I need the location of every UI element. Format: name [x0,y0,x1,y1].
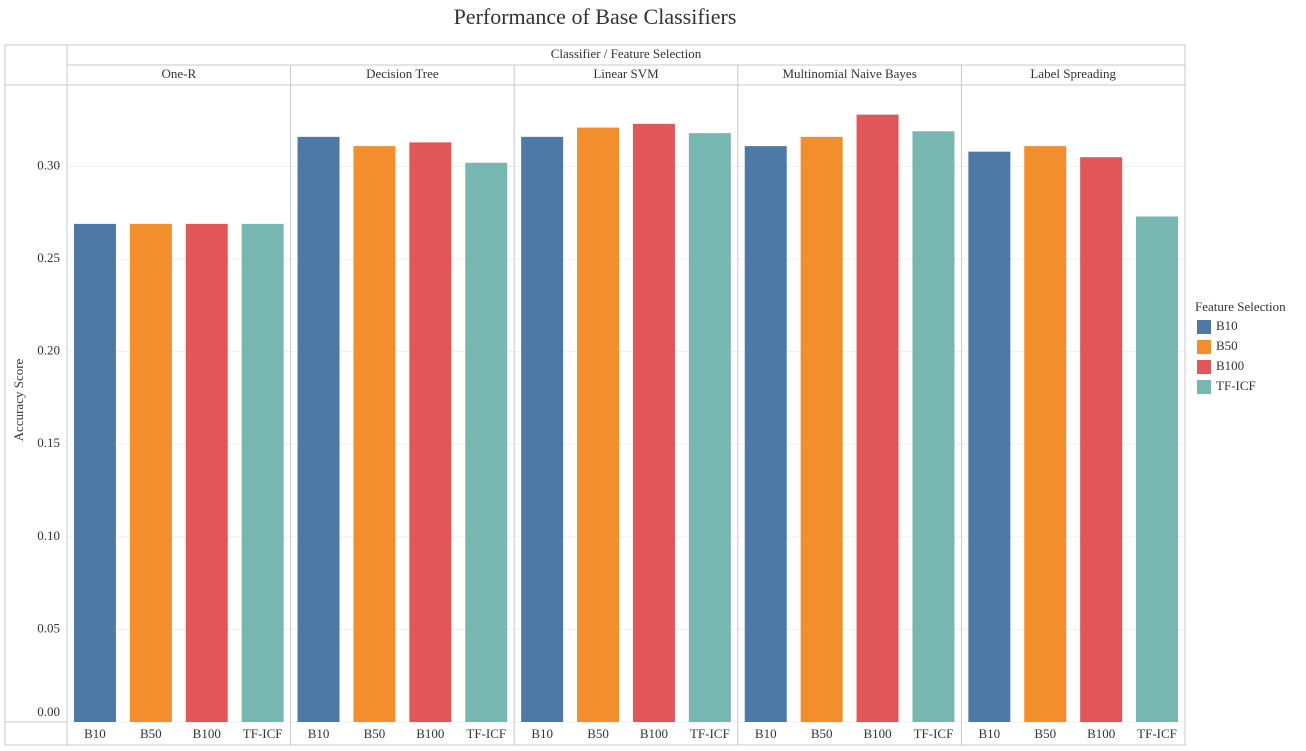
x-tick-label: B100 [640,726,668,741]
x-tick-label: B50 [587,726,609,741]
group-label: Linear SVM [593,66,659,81]
bar [577,127,620,723]
group-label: One-R [161,66,196,81]
bar [297,136,340,723]
legend-label: TF-ICF [1216,378,1256,393]
bar [353,146,396,723]
bar [856,114,899,722]
x-tick-label: B10 [308,726,330,741]
bar [1080,157,1123,722]
bar [241,223,284,723]
y-tick-label: 0.00 [37,704,60,719]
legend-swatch [1197,380,1211,394]
legend-label: B100 [1216,358,1244,373]
bar [129,223,172,723]
legend-swatch [1197,320,1211,334]
x-tick-label: B100 [1087,726,1115,741]
x-tick-label: B50 [140,726,162,741]
x-tick-label: B50 [1034,726,1056,741]
bar [1024,146,1067,723]
x-tick-label: TF-ICF [914,726,954,741]
bar [1136,216,1179,723]
panel-frame [4,44,1186,746]
legend-label: B10 [1216,318,1238,333]
x-tick-label: B100 [863,726,891,741]
x-tick-label: B10 [84,726,106,741]
bar [632,123,675,723]
bar [409,142,452,723]
legend-label: B50 [1216,338,1238,353]
x-tick-label: B100 [193,726,221,741]
group-label: Multinomial Naive Bayes [782,66,916,81]
bar [185,223,228,723]
x-tick-label: TF-ICF [690,726,730,741]
x-tick-label: B10 [755,726,777,741]
x-tick-label: B50 [811,726,833,741]
x-tick-label: TF-ICF [466,726,506,741]
legend-swatch [1197,360,1211,374]
y-axis-title: Accuracy Score [11,358,26,441]
bar [912,131,955,723]
y-tick-label: 0.20 [37,343,60,358]
x-tick-label: B100 [416,726,444,741]
legend-swatch [1197,340,1211,354]
x-tick-label: B10 [531,726,553,741]
y-tick-label: 0.05 [37,620,60,635]
group-label: Label Spreading [1030,66,1116,81]
bar [968,151,1011,723]
y-tick-label: 0.30 [37,157,60,172]
y-tick-label: 0.15 [37,435,60,450]
bar [800,136,843,723]
x-tick-label: B50 [364,726,386,741]
chart-title: Performance of Base Classifiers [454,4,737,29]
bar [744,146,787,723]
y-tick-label: 0.10 [37,528,60,543]
bar [73,223,116,723]
bar [465,162,508,722]
bar [521,136,564,723]
x-axis-title: Classifier / Feature Selection [551,46,702,61]
x-tick-label: TF-ICF [1137,726,1177,741]
y-tick-label: 0.25 [37,250,60,265]
x-tick-label: B10 [979,726,1001,741]
legend-title: Feature Selection [1195,299,1286,314]
bar [688,133,731,722]
x-tick-label: TF-ICF [243,726,283,741]
group-label: Decision Tree [366,66,439,81]
